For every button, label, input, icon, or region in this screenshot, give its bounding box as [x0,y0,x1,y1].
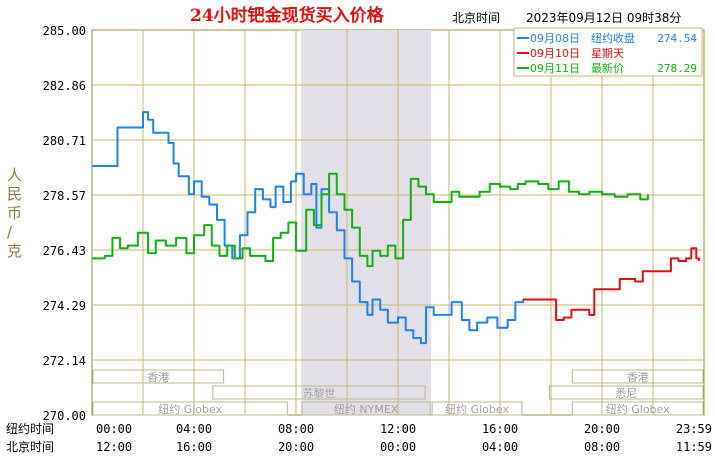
session-label: 苏黎世 [302,386,335,400]
bj-tick-label: 16:00 [176,440,212,454]
legend-date: 09月11日 [530,62,580,75]
y-axis-label-char: 民 [7,185,22,203]
session-label: 香港 [627,371,649,384]
bj-tick-label: 08:00 [584,440,620,454]
session-label: 悉尼 [615,387,637,400]
series-line [92,172,649,268]
y-tick-label: 270.00 [43,409,86,423]
session-box [548,385,704,400]
y-tick-label: 280.71 [43,134,86,148]
session-box [571,369,704,384]
y-tick-label: 276.43 [43,244,86,258]
y-axis-label-char: / [7,223,13,241]
legend-value: 274.54 [657,32,697,45]
y-axis-label: 人民币/克 [7,166,22,260]
legend-label: 星期天 [591,47,624,60]
bj-tick-label: 00:00 [380,440,416,454]
nymex-highlight [301,30,432,415]
y-tick-label: 282.86 [43,79,86,93]
highlight-band [301,30,432,415]
y-tick-labels: 285.00 282.86 280.71 278.57 276.43 274.29 272.… [43,24,86,423]
y-tick-label: 285.00 [43,24,86,38]
ny-time-row-label: 纽约时间 [6,421,54,436]
session-label: 纽约 NYMEX [334,402,399,416]
y-tick-label: 272.14 [43,354,86,368]
x-tick-labels: 00:00 12:00 04:00 16:00 08:00 20:00 12:00 00:00… [96,422,712,454]
legend-label: 最新价 [591,61,624,75]
legend: 09月08日 纽约收盘 274.54 09月10日 星期天 09月11日 最新价 278.29 [513,27,703,77]
ny-tick-label: 00:00 [96,422,132,436]
session-label: 纽约 Globex [158,402,222,416]
session-box [212,385,426,400]
session-box [301,401,431,416]
legend-label: 纽约收盘 [591,31,635,45]
bj-tick-label: 20:00 [278,440,314,454]
y-tick-label: 274.29 [43,299,86,313]
grid-lines [92,30,704,415]
ny-tick-label: 12:00 [380,422,416,436]
bj-time-row-label: 北京时间 [6,440,54,454]
price-series [92,111,700,345]
ny-tick-label: 16:00 [482,422,518,436]
ny-tick-label: 08:00 [278,422,314,436]
ny-tick-label: 04:00 [176,422,212,436]
y-axis-label-char: 人 [7,166,22,184]
y-axis-label-char: 克 [7,242,22,260]
y-tick-label: 278.57 [43,189,86,203]
timezone-label: 北京时间 [452,11,500,25]
session-label: 纽约 Globex [445,402,509,416]
series-line [92,111,524,345]
chart-title: 24小时钯金现货买入价格 [190,5,385,26]
legend-value: 278.29 [657,62,697,75]
session-box [571,401,704,416]
series-line [523,247,700,321]
session-label: 香港 [147,371,169,384]
session-label: 纽约 Globex [606,402,670,416]
bj-tick-label: 12:00 [96,440,132,454]
ny-tick-label: 20:00 [584,422,620,436]
session-box [431,401,523,416]
y-axis-label-char: 币 [7,204,22,222]
ny-tick-label: 23:59 [676,422,712,436]
bj-tick-label: 04:00 [482,440,518,454]
legend-box [513,27,703,77]
session-box [92,369,225,384]
timestamp: 2023年09月12日 09时38分 [526,11,681,25]
legend-date: 09月08日 [530,32,580,45]
bj-tick-label: 11:59 [676,440,712,454]
session-box [92,401,288,416]
legend-date: 09月10日 [530,47,580,60]
